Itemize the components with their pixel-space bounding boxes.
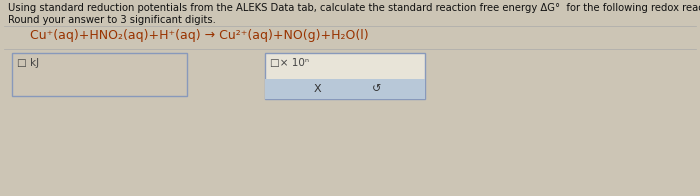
Text: ↺: ↺ (372, 84, 382, 94)
FancyBboxPatch shape (265, 79, 425, 99)
Text: □ kJ: □ kJ (17, 58, 39, 68)
FancyBboxPatch shape (265, 53, 425, 99)
Text: Cu⁺(aq)+HNO₂(aq)+H⁺(aq) → Cu²⁺(aq)+NO(g)+H₂O(l): Cu⁺(aq)+HNO₂(aq)+H⁺(aq) → Cu²⁺(aq)+NO(g)… (30, 29, 369, 42)
Text: □× 10ⁿ: □× 10ⁿ (270, 58, 309, 68)
Text: X: X (314, 84, 321, 94)
Text: Using standard reduction potentials from the ALEKS Data tab, calculate the stand: Using standard reduction potentials from… (8, 3, 700, 13)
FancyBboxPatch shape (12, 53, 187, 96)
Text: Round your answer to 3 significant digits.: Round your answer to 3 significant digit… (8, 15, 216, 25)
